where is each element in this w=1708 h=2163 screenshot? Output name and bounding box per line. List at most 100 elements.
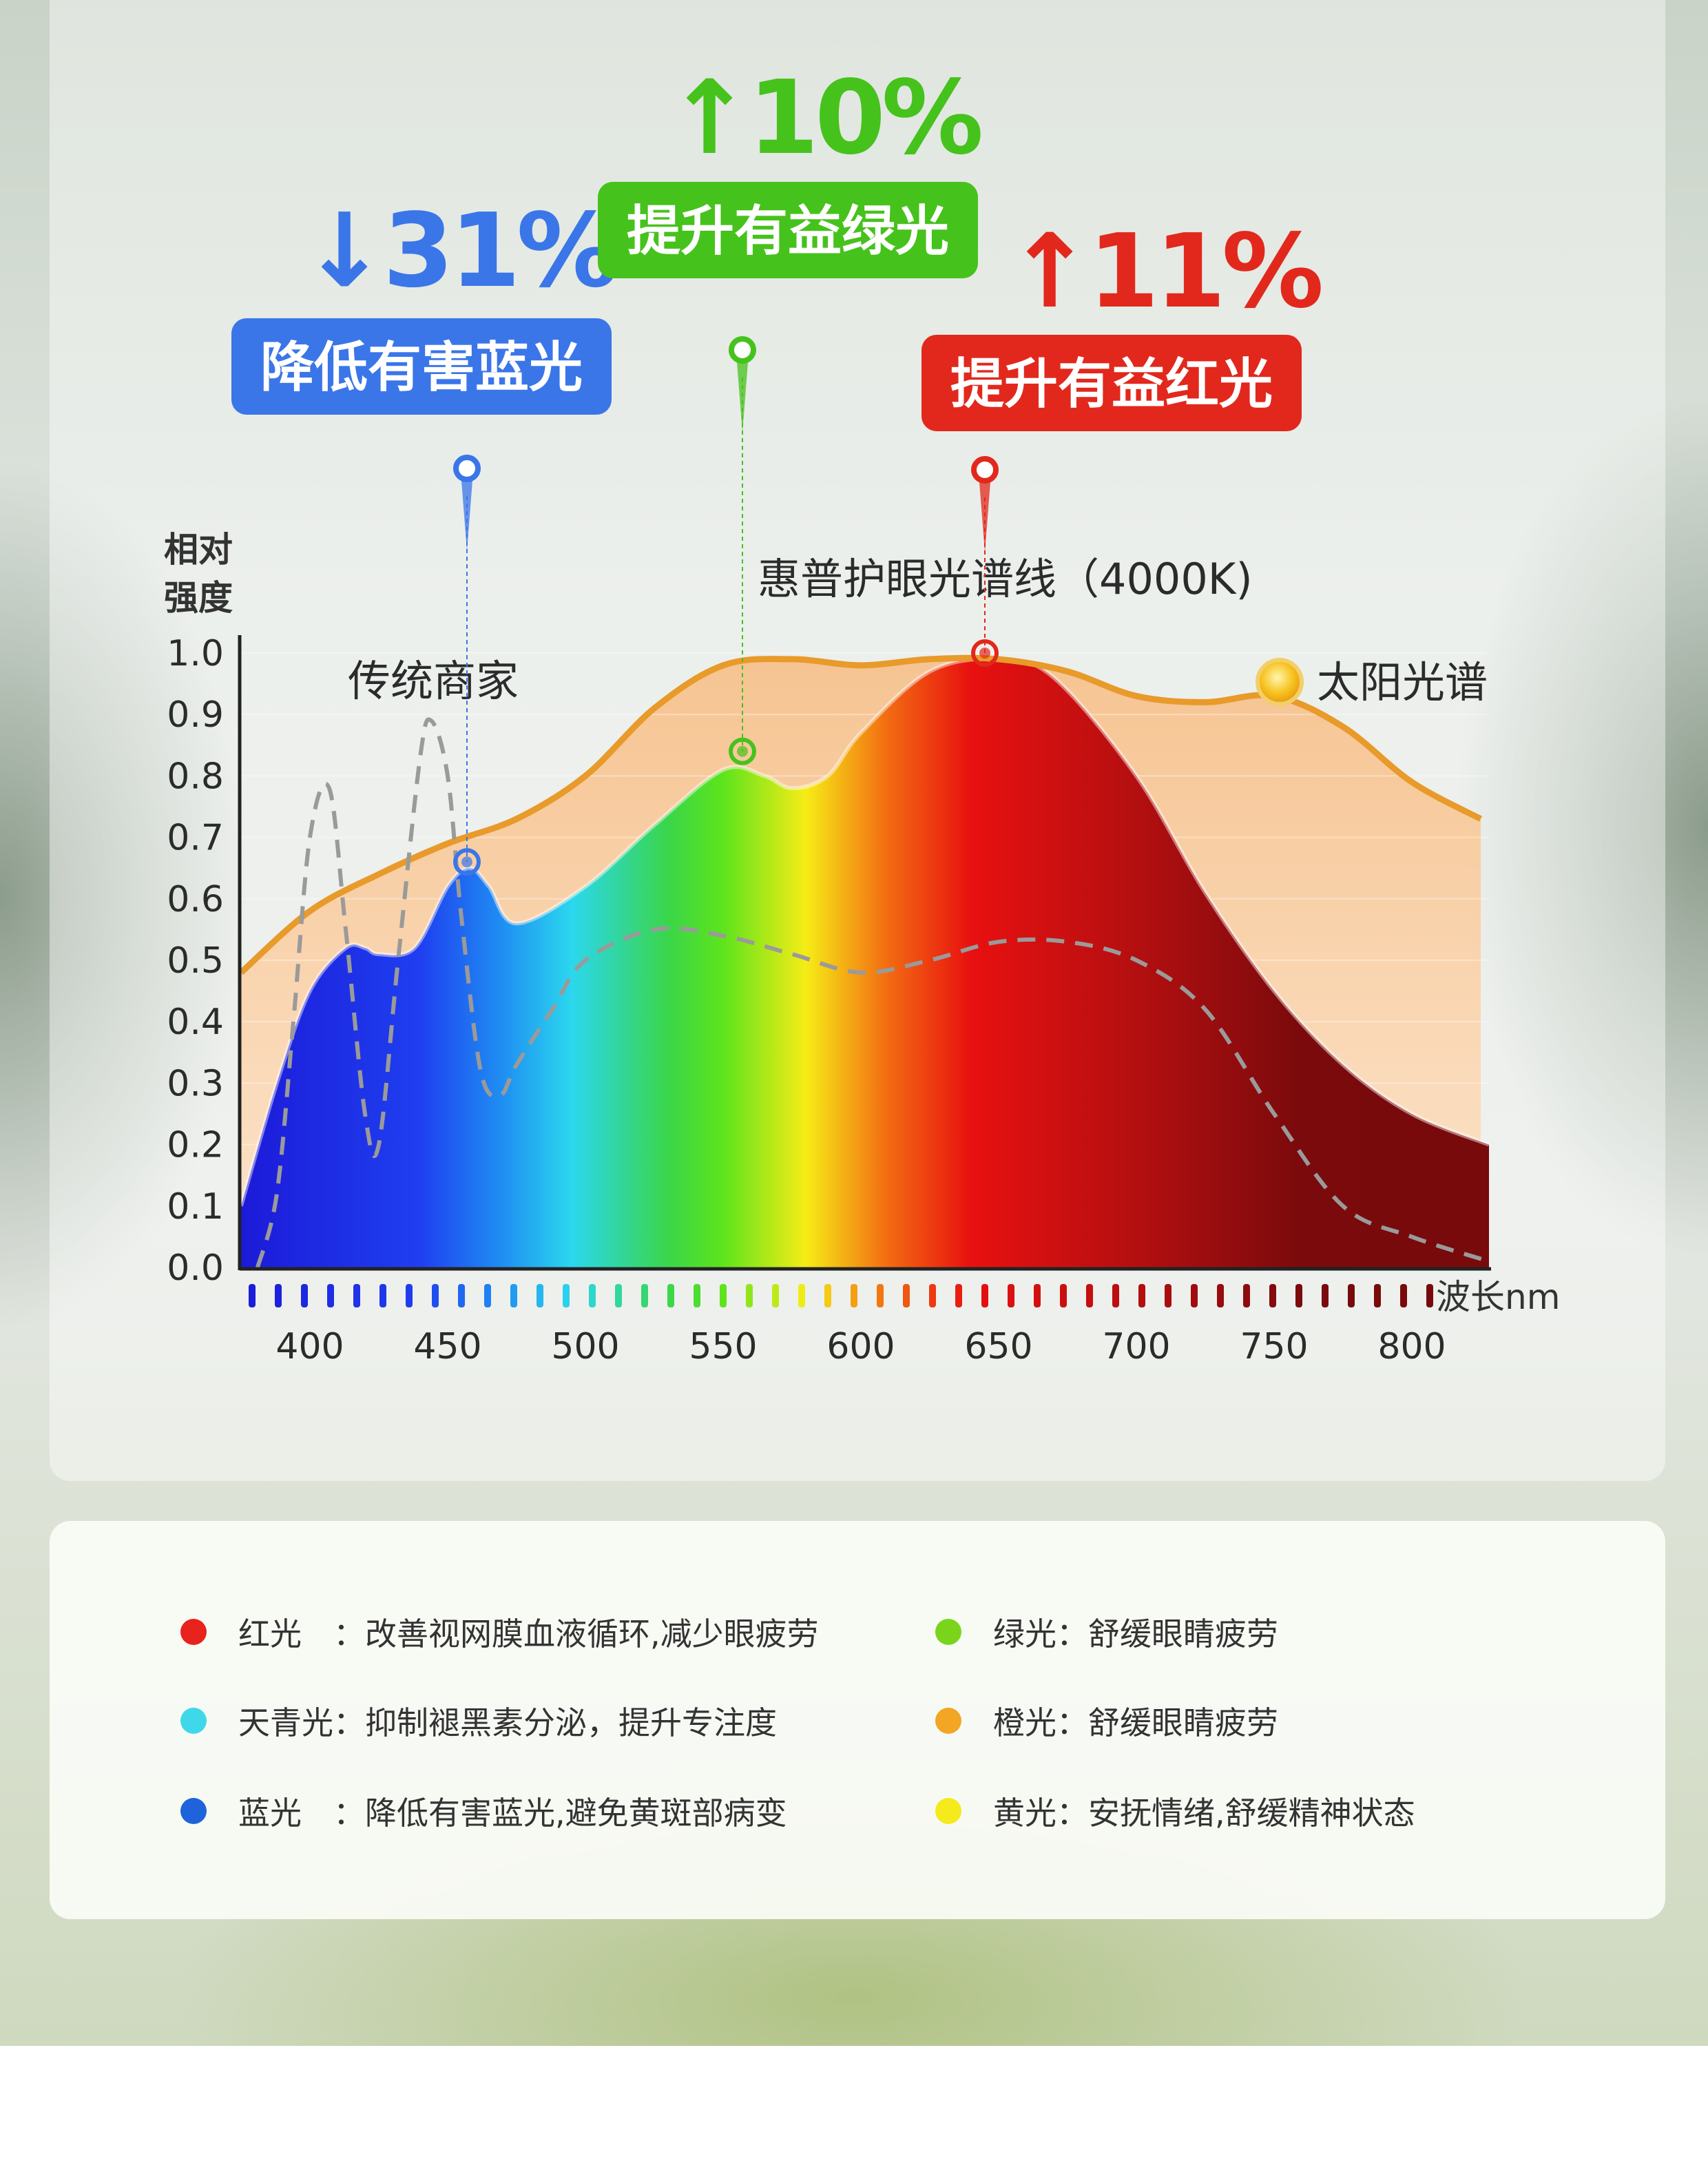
data-marker — [453, 848, 481, 876]
wavelength-color-dash — [1060, 1284, 1067, 1307]
wavelength-color-dash — [641, 1284, 648, 1307]
x-tick-label: 600 — [826, 1326, 895, 1367]
wavelength-color-dash — [1008, 1284, 1014, 1307]
legend-text-yellow: 黄光：安抚情绪,舒缓精神状态 — [993, 1794, 1415, 1832]
wavelength-color-dash — [824, 1284, 831, 1307]
legend-text-orange: 橙光：舒缓眼睛疲劳 — [993, 1704, 1278, 1741]
legend-text-green: 绿光：舒缓眼睛疲劳 — [993, 1615, 1278, 1653]
legend-item-yellow: 黄光：安抚情绪,舒缓精神状态 — [935, 1787, 1624, 1835]
data-marker — [971, 639, 999, 667]
wavelength-color-dash — [798, 1284, 805, 1307]
wavelength-color-dash — [851, 1284, 857, 1307]
hp-spectrum-area — [241, 659, 1489, 1267]
wavelength-color-dash — [772, 1284, 779, 1307]
wavelength-color-dash — [1243, 1284, 1250, 1307]
legend-item-blue: 蓝光 ：降低有害蓝光,避免黄斑部病变 — [180, 1787, 869, 1835]
wavelength-color-dash — [432, 1284, 439, 1307]
wavelength-color-dash — [1086, 1284, 1093, 1307]
wavelength-color-dash — [563, 1284, 570, 1307]
legend-item-green: 绿光：舒缓眼睛疲劳 — [935, 1608, 1624, 1656]
wavelength-color-dash — [1191, 1284, 1198, 1307]
y-tick-label: 0.3 — [167, 1063, 224, 1104]
annotation-red-label: 提升有益红光 — [950, 353, 1273, 415]
wavelength-color-dash — [929, 1284, 936, 1307]
y-tick-label: 0.5 — [167, 940, 224, 982]
y-axis-label-line1: 相对 — [164, 530, 233, 570]
series-label-traditional: 传统商家 — [348, 656, 519, 706]
x-tick-label: 450 — [413, 1326, 481, 1367]
hp-spectrum-line — [239, 656, 1490, 1207]
sun-icon — [1256, 658, 1304, 706]
annotation-green-percent: ↑10% — [667, 59, 981, 177]
legend-text-red: 红光 ：改善视网膜血液循环,减少眼疲劳 — [238, 1615, 819, 1653]
legend-item-orange: 橙光：舒缓眼睛疲劳 — [935, 1697, 1624, 1745]
wavelength-color-dash — [484, 1284, 491, 1307]
wavelength-color-dash — [510, 1284, 517, 1307]
wavelength-color-dash — [327, 1284, 334, 1307]
x-tick-label: 700 — [1102, 1326, 1170, 1367]
legend-dot-red — [180, 1619, 207, 1645]
series-label-hp: 惠普护眼光谱线（4000K) — [758, 554, 1253, 604]
wavelength-color-dash — [694, 1284, 700, 1307]
wavelength-color-dash — [1269, 1284, 1276, 1307]
wavelength-color-dash — [981, 1284, 988, 1307]
annotation-blue: ↓31% 降低有害蓝光 — [231, 192, 620, 415]
annotation-green-badge — [598, 182, 978, 278]
wavelength-color-dash — [379, 1284, 386, 1307]
y-tick-label: 0.1 — [167, 1186, 224, 1228]
traditional-spectrum-line — [256, 717, 1490, 1268]
wavelength-color-dash — [353, 1284, 360, 1307]
y-tick-label: 0.4 — [167, 1002, 224, 1043]
wavelength-color-dash — [249, 1284, 256, 1307]
legend-text-blue: 蓝光 ：降低有害蓝光,避免黄斑部病变 — [238, 1794, 787, 1832]
wavelength-color-dash — [406, 1284, 413, 1307]
wavelength-color-dash — [301, 1284, 308, 1307]
annotation-green-label: 提升有益绿光 — [627, 200, 949, 262]
y-tick-label: 1.0 — [167, 633, 224, 674]
wavelength-color-dash — [1348, 1284, 1355, 1307]
legend-text-cyan: 天青光：抑制褪黑素分泌，提升专注度 — [238, 1704, 777, 1741]
legend-dot-green — [935, 1619, 961, 1645]
wavelength-color-dash — [589, 1284, 596, 1307]
wavelength-color-dash — [667, 1284, 674, 1307]
wavelength-color-dash — [615, 1284, 622, 1307]
data-marker-dot — [737, 745, 748, 757]
x-tick-label: 750 — [1240, 1326, 1308, 1367]
x-tick-label: 650 — [964, 1326, 1032, 1367]
legend-dot-orange — [935, 1708, 961, 1734]
wavelength-color-dash — [903, 1284, 910, 1307]
annotation-green: ↑10% 提升有益绿光 — [598, 59, 985, 278]
annotation-red-percent: ↑11% — [1007, 212, 1321, 331]
legend-item-red: 红光 ：改善视网膜血液循环,减少眼疲劳 — [180, 1608, 869, 1656]
legend-card — [50, 1521, 1665, 1919]
wavelength-color-dash — [1217, 1284, 1224, 1307]
wavelength-color-dash — [1400, 1284, 1407, 1307]
x-axis-label: 波长nm — [1436, 1277, 1560, 1317]
wavelength-color-dash — [1426, 1284, 1433, 1307]
wavelength-color-dash — [1322, 1284, 1329, 1307]
wavelength-color-dash — [746, 1284, 753, 1307]
wavelength-color-dash — [1034, 1284, 1041, 1307]
annotation-red: ↑11% 提升有益红光 — [921, 212, 1325, 431]
y-tick-label: 0.0 — [167, 1248, 224, 1289]
wavelength-color-dash — [877, 1284, 884, 1307]
pin-head — [729, 336, 756, 364]
y-tick-label: 0.6 — [167, 879, 224, 920]
annotation-red-badge — [921, 335, 1302, 431]
spectrum-chart: 0.0 0.1 0.2 0.3 0.4 0.5 0.6 0.7 0.8 0.9 1.0 400 450… — [164, 59, 1560, 1367]
wavelength-color-dash — [537, 1284, 543, 1307]
wavelength-color-dash — [1112, 1284, 1119, 1307]
y-axis-label-line2: 强度 — [164, 578, 233, 618]
x-tick-label: 500 — [551, 1326, 619, 1367]
wavelength-color-dash — [1295, 1284, 1302, 1307]
legend-dot-cyan — [180, 1708, 207, 1734]
wavelength-color-dash — [1374, 1284, 1381, 1307]
pin-head — [453, 455, 481, 482]
x-tick-label: 400 — [275, 1326, 344, 1367]
pin-tail — [737, 362, 748, 433]
pin-tail — [461, 481, 472, 551]
x-tick-label: 800 — [1377, 1326, 1446, 1367]
x-tick-label: 550 — [689, 1326, 757, 1367]
y-tick-label: 0.7 — [167, 818, 224, 859]
data-marker-dot — [979, 648, 990, 659]
